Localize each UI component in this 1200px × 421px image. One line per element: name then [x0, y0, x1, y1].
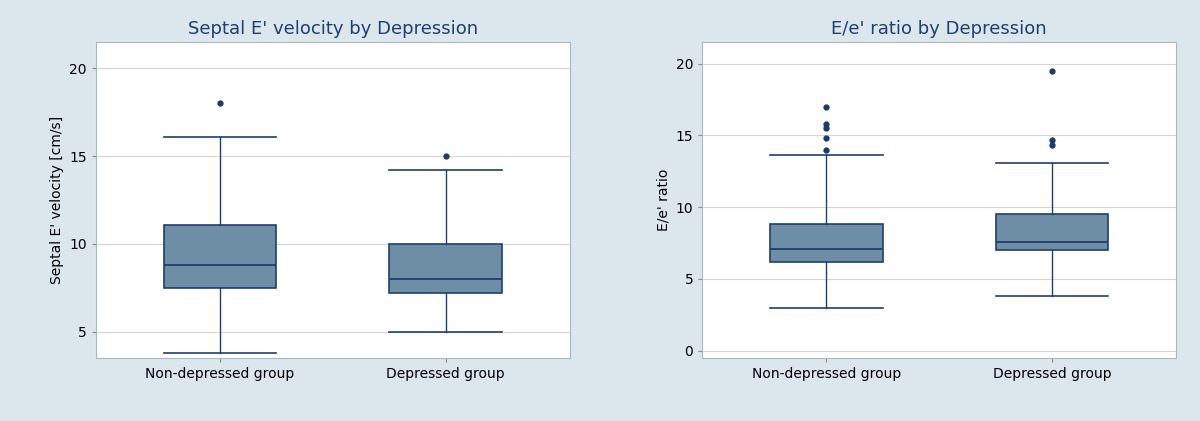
- Y-axis label: Septal E' velocity [cm/s]: Septal E' velocity [cm/s]: [49, 116, 64, 284]
- Bar: [163, 224, 276, 288]
- Bar: [389, 244, 502, 293]
- Bar: [770, 224, 883, 262]
- Bar: [996, 214, 1109, 250]
- Title: Septal E' velocity by Depression: Septal E' velocity by Depression: [187, 20, 478, 38]
- Y-axis label: E/e' ratio: E/e' ratio: [656, 169, 670, 231]
- Title: E/e' ratio by Depression: E/e' ratio by Depression: [832, 20, 1046, 38]
